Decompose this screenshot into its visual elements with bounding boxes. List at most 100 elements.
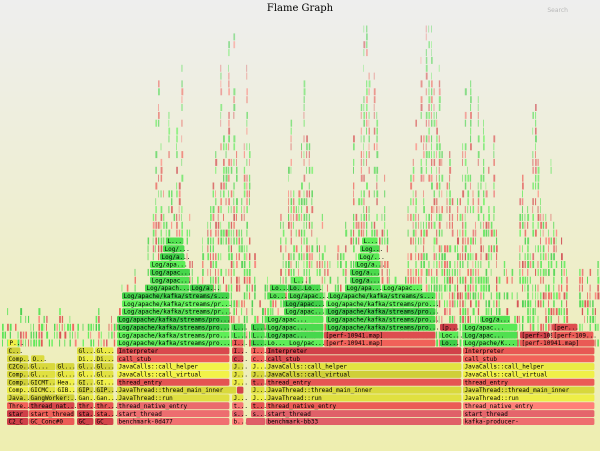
- thin-frame[interactable]: [410, 268, 412, 276]
- thin-frame[interactable]: [475, 221, 476, 229]
- frame-rect[interactable]: [251, 378, 265, 386]
- thin-frame[interactable]: [334, 284, 337, 292]
- thin-frame[interactable]: [155, 119, 158, 127]
- thin-frame[interactable]: [425, 229, 428, 237]
- search-button[interactable]: Search: [547, 7, 568, 14]
- thin-frame[interactable]: [527, 253, 529, 261]
- thin-frame[interactable]: [449, 206, 451, 214]
- thin-frame[interactable]: [436, 143, 438, 151]
- thin-frame[interactable]: [459, 300, 461, 308]
- thin-frame[interactable]: [230, 331, 232, 339]
- thin-frame[interactable]: [428, 96, 431, 104]
- frame-rect[interactable]: [463, 339, 518, 347]
- thin-frame[interactable]: [100, 331, 102, 339]
- thin-frame[interactable]: [210, 268, 211, 276]
- thin-frame[interactable]: [581, 284, 583, 292]
- thin-frame[interactable]: [308, 221, 311, 229]
- frame-rect[interactable]: [232, 347, 244, 355]
- thin-frame[interactable]: [412, 166, 415, 174]
- frame[interactable]: Lo... Log/pac...: [266, 339, 325, 348]
- thin-frame[interactable]: [25, 331, 27, 339]
- frame-rect[interactable]: [463, 394, 595, 402]
- thin-frame[interactable]: [158, 221, 160, 229]
- thin-frame[interactable]: [241, 300, 243, 308]
- thin-frame[interactable]: [176, 143, 177, 151]
- thin-frame[interactable]: [295, 229, 297, 237]
- thin-frame[interactable]: [462, 253, 464, 261]
- frame-rect[interactable]: [251, 339, 265, 347]
- thin-frame[interactable]: [464, 292, 467, 300]
- thin-frame[interactable]: [243, 268, 246, 276]
- thin-frame[interactable]: [220, 237, 223, 245]
- thin-frame[interactable]: [563, 261, 566, 268]
- frame-rect[interactable]: [251, 402, 265, 410]
- thin-frame[interactable]: [542, 213, 544, 221]
- thin-frame[interactable]: [490, 245, 493, 253]
- thin-frame[interactable]: [264, 323, 266, 331]
- thin-frame[interactable]: [217, 284, 220, 292]
- thin-frame[interactable]: [428, 41, 430, 49]
- frame[interactable]: Log/apache/kafka/streams/pro...: [326, 315, 439, 324]
- thin-frame[interactable]: [95, 315, 98, 323]
- thin-frame[interactable]: [459, 213, 462, 221]
- thin-frame[interactable]: [563, 308, 565, 316]
- thin-frame[interactable]: [165, 229, 167, 237]
- thin-frame[interactable]: [485, 284, 488, 292]
- thin-frame[interactable]: [280, 276, 281, 284]
- thin-frame[interactable]: [423, 206, 425, 214]
- frame[interactable]: L...: [362, 237, 378, 246]
- thin-frame[interactable]: [363, 104, 365, 111]
- thin-frame[interactable]: [555, 229, 558, 237]
- thin-frame[interactable]: [212, 253, 214, 261]
- thin-frame[interactable]: [464, 206, 466, 214]
- thin-frame[interactable]: [506, 292, 509, 300]
- thin-frame[interactable]: [280, 245, 282, 253]
- thin-frame[interactable]: [217, 229, 219, 237]
- thin-frame[interactable]: [420, 253, 423, 261]
- thin-frame[interactable]: [412, 158, 414, 166]
- thin-frame[interactable]: [446, 284, 448, 292]
- frame[interactable]: Loc...: [440, 331, 463, 340]
- thin-frame[interactable]: [464, 213, 466, 221]
- thin-frame[interactable]: [160, 166, 163, 174]
- thin-frame[interactable]: [542, 245, 545, 253]
- frame[interactable]: b...: [232, 418, 248, 426]
- thin-frame[interactable]: [303, 80, 306, 88]
- frame[interactable]: GICMT...: [29, 378, 59, 387]
- thin-frame[interactable]: [298, 198, 301, 206]
- thin-frame[interactable]: [553, 276, 555, 284]
- thin-frame[interactable]: [542, 221, 545, 229]
- thin-frame[interactable]: [243, 245, 245, 253]
- thin-frame[interactable]: [579, 268, 581, 276]
- thin-frame[interactable]: [168, 135, 170, 143]
- thin-frame[interactable]: [524, 261, 526, 268]
- thin-frame[interactable]: [254, 253, 256, 261]
- thin-frame[interactable]: [472, 198, 474, 206]
- frame[interactable]: Log/apac...: [150, 276, 191, 285]
- thin-frame[interactable]: [386, 229, 388, 237]
- frame[interactable]: Log/apache/kafka/streams/pr...: [122, 300, 232, 308]
- thin-frame[interactable]: [210, 206, 212, 214]
- thin-frame[interactable]: [233, 33, 236, 41]
- thin-frame[interactable]: [545, 268, 547, 276]
- thin-frame[interactable]: [527, 276, 529, 284]
- thin-frame[interactable]: [446, 300, 448, 308]
- thin-frame[interactable]: [202, 237, 203, 245]
- frame-rect[interactable]: [266, 410, 462, 418]
- thin-frame[interactable]: [230, 261, 233, 268]
- frame[interactable]: Log/apach...: [145, 284, 190, 293]
- thin-frame[interactable]: [160, 190, 162, 198]
- thin-frame[interactable]: [220, 111, 222, 119]
- thin-frame[interactable]: [236, 237, 238, 245]
- thin-frame[interactable]: [215, 276, 217, 284]
- thin-frame[interactable]: [548, 268, 550, 276]
- thin-frame[interactable]: [30, 339, 32, 347]
- thin-frame[interactable]: [254, 315, 257, 323]
- thin-frame[interactable]: [462, 213, 464, 221]
- thin-frame[interactable]: [449, 292, 451, 300]
- frame[interactable]: GI...: [95, 378, 115, 387]
- thin-frame[interactable]: [215, 253, 217, 261]
- frame[interactable]: Comp...: [7, 386, 34, 395]
- frame-rect[interactable]: [8, 339, 18, 347]
- thin-frame[interactable]: [597, 323, 599, 331]
